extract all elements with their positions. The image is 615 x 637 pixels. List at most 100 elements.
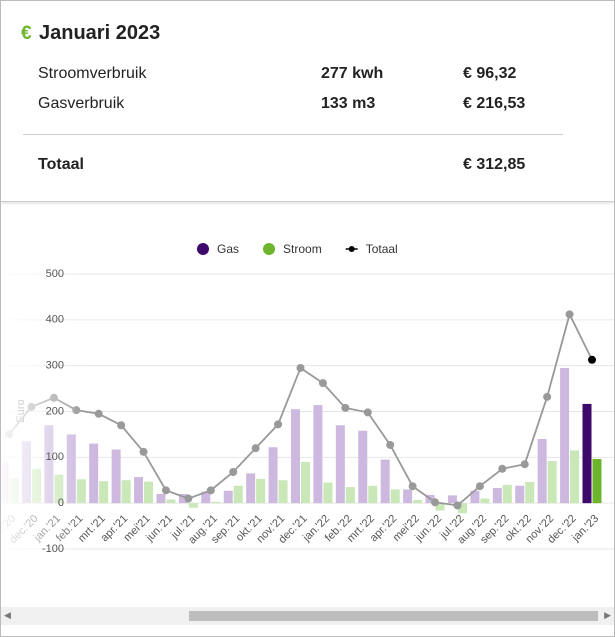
bar [156,494,166,504]
title: Januari 2023 [39,22,161,44]
total-label: Totaal [38,156,84,173]
euro-icon: € [21,23,32,44]
total-point [117,421,126,430]
y-tick-label: 400 [46,314,64,326]
row-usage: 133 m3 [321,95,376,112]
bar [268,447,278,504]
bar [323,482,333,504]
total-point [94,409,103,418]
bar [403,489,413,504]
bar [592,459,602,504]
total-point [341,403,350,412]
row-cost: € 216,53 [463,95,526,112]
bar [121,480,131,504]
scrollbar[interactable]: ◀ ▶ [1,607,614,625]
scroll-right[interactable]: ▶ [604,610,611,620]
y-tick-label: 300 [46,360,64,372]
total-point [363,408,372,417]
bar [134,477,144,504]
total-point [431,498,440,507]
total-point [274,420,283,429]
summary-card: € Januari 2023 Stroomverbruik 277 kwh € … [1,1,614,202]
total-point [588,355,596,364]
bar [547,461,557,504]
total-cost: € 312,85 [463,156,526,173]
total-point [520,460,529,469]
bar [457,503,467,514]
total-point [184,494,193,503]
legend-label: Gas [217,242,239,256]
bar [380,459,390,504]
y-tick-label: -100 [42,543,64,555]
bar [435,503,445,511]
y-tick-label: 500 [46,268,64,280]
bar [301,461,310,504]
y-tick-label: 100 [46,451,64,463]
bar [368,485,378,504]
bar [560,367,570,504]
total-point [318,379,327,388]
bar [246,473,256,504]
total-point [453,501,462,510]
bar [537,439,547,504]
total-point [498,464,507,473]
divider [23,134,563,135]
total-point [251,444,260,453]
bar [291,409,300,504]
total-point [206,486,215,495]
scroll-left[interactable]: ◀ [4,610,11,620]
bar [201,491,211,504]
bar [358,430,368,504]
bar [413,499,423,504]
bar [525,482,535,504]
bar [89,443,99,504]
legend-marker [348,246,355,252]
bar [233,485,243,504]
bar [278,480,288,504]
bar [470,490,480,504]
bar [178,494,188,504]
bar [515,485,525,504]
bar [480,498,490,504]
bar [345,487,355,504]
row-label: Stroomverbruik [38,65,147,82]
y-tick-label: 200 [46,405,64,417]
bar [223,490,233,504]
bar [99,481,109,504]
legend-label: Stroom [283,242,322,256]
total-point [161,486,170,495]
total-point [139,447,148,456]
total-point [475,482,484,491]
total-point [543,392,552,401]
bar [188,503,198,508]
bar [111,449,121,504]
row-cost: € 96,32 [463,65,517,82]
total-point [386,440,395,449]
bar [390,489,400,504]
y-tick-label: 0 [58,497,64,509]
total-point [229,468,238,476]
bar [570,450,580,504]
bar [211,501,221,504]
fade-overlay [1,261,86,606]
total-point [565,310,574,319]
row-usage: 277 kwh [321,65,384,82]
legend-marker [197,243,209,255]
bar [144,481,154,504]
legend-marker [263,243,276,255]
bar [166,499,176,504]
bar [256,478,266,504]
row-label: Gasverbruik [38,95,125,112]
bar [335,425,345,504]
legend-label: Totaal [366,242,398,256]
scroll-thumb[interactable] [189,611,598,621]
bar [492,488,502,504]
bar [447,495,457,504]
total-point [408,482,417,491]
total-point [296,363,305,372]
bar [582,403,592,504]
bar [502,484,512,504]
bar [313,405,323,504]
